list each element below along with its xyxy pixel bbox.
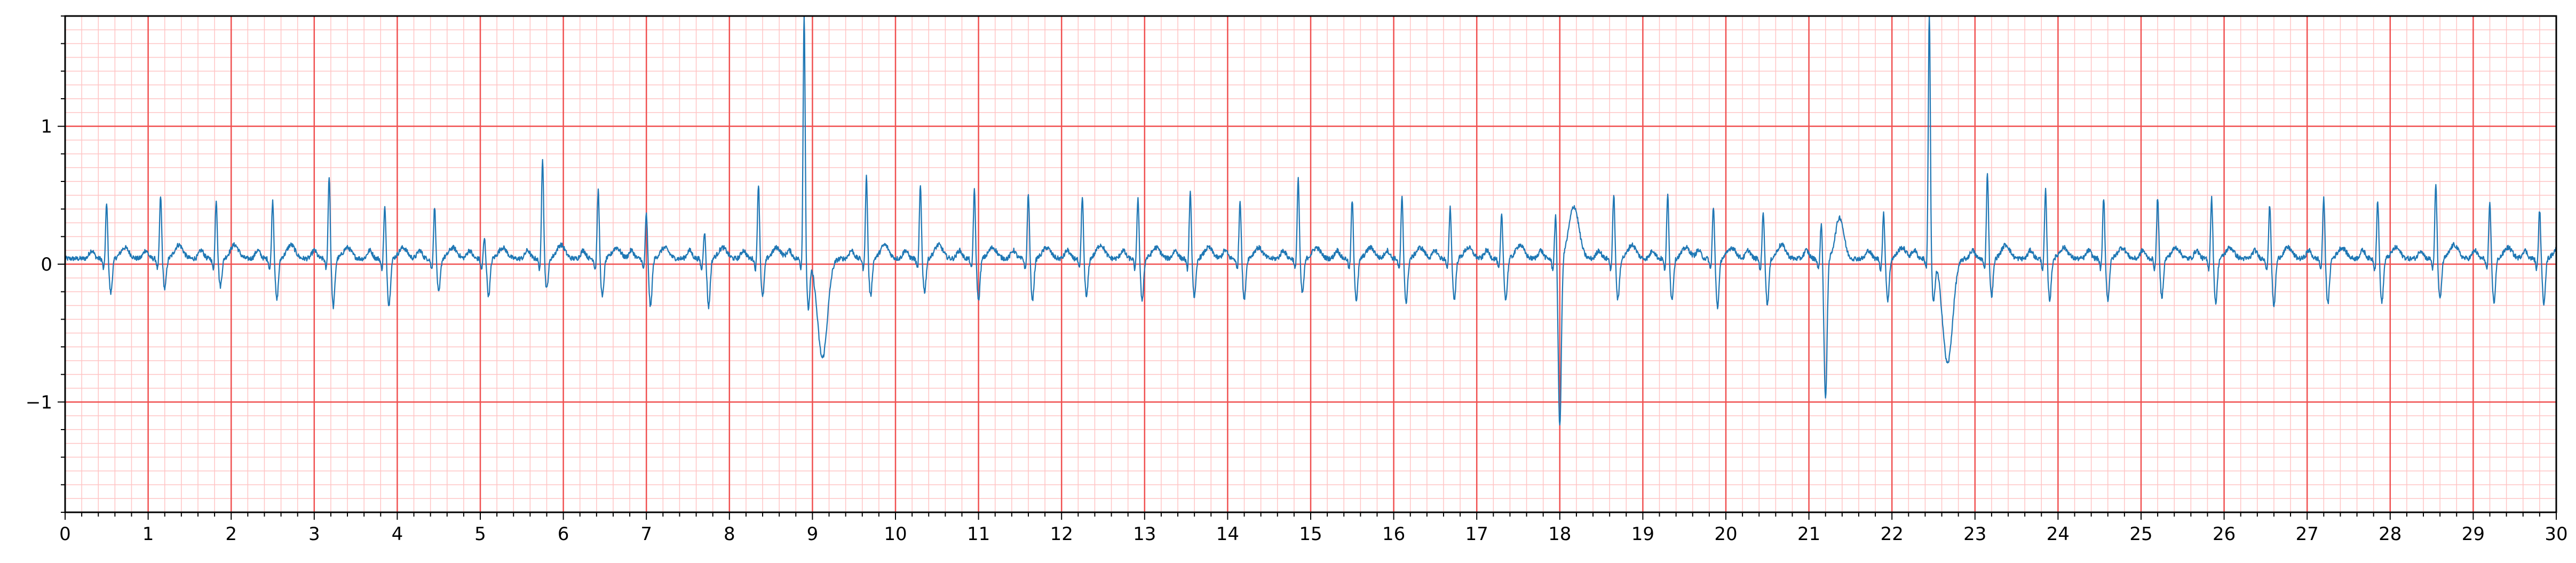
x-tick-label: 2 bbox=[225, 524, 237, 545]
x-tick-label: 20 bbox=[1714, 524, 1737, 545]
x-tick-label: 27 bbox=[2296, 524, 2319, 545]
x-tick-label: 11 bbox=[967, 524, 990, 545]
x-tick-label: 10 bbox=[884, 524, 907, 545]
major-grid bbox=[64, 16, 2557, 512]
ecg-trace bbox=[64, 15, 2557, 426]
x-tick-label: 23 bbox=[1963, 524, 1986, 545]
x-tick-label: 19 bbox=[1631, 524, 1654, 545]
x-tick-label: 24 bbox=[2047, 524, 2070, 545]
ecg-line bbox=[64, 15, 2557, 426]
x-tick-label: 3 bbox=[308, 524, 320, 545]
x-tick-label: 8 bbox=[724, 524, 735, 545]
y-tick-label: 1 bbox=[41, 116, 52, 138]
x-tick-label: 26 bbox=[2213, 524, 2236, 545]
x-tick-label: 12 bbox=[1050, 524, 1073, 545]
x-tick-label: 29 bbox=[2462, 524, 2485, 545]
x-tick-label: 16 bbox=[1382, 524, 1405, 545]
x-tick-label: 5 bbox=[474, 524, 486, 545]
x-tick-label: 14 bbox=[1216, 524, 1239, 545]
y-tick-label: −1 bbox=[26, 392, 52, 413]
x-tick-label: 17 bbox=[1465, 524, 1488, 545]
x-tick-label: 1 bbox=[142, 524, 154, 545]
x-tick-label: 18 bbox=[1548, 524, 1571, 545]
x-axis: 0 1 2 3 4 5 6 7 8 9 10 11 12 13 14 15 16 17 18 19 20 21 22 23 24… bbox=[59, 512, 2568, 545]
x-tick-label: 6 bbox=[558, 524, 569, 545]
x-tick-label: 25 bbox=[2129, 524, 2152, 545]
x-tick-label: 13 bbox=[1133, 524, 1156, 545]
x-tick-label: 15 bbox=[1299, 524, 1322, 545]
x-tick-label: 0 bbox=[59, 524, 71, 545]
y-axis: −1 0 1 bbox=[26, 15, 65, 513]
x-tick-label: 9 bbox=[807, 524, 819, 545]
x-tick-label: 7 bbox=[640, 524, 652, 545]
y-tick-label: 0 bbox=[41, 254, 52, 275]
x-tick-label: 21 bbox=[1797, 524, 1820, 545]
x-tick-label: 30 bbox=[2545, 524, 2567, 545]
x-tick-label: 22 bbox=[1881, 524, 1904, 545]
x-tick-label: 4 bbox=[392, 524, 403, 545]
x-tick-label: 28 bbox=[2379, 524, 2401, 545]
